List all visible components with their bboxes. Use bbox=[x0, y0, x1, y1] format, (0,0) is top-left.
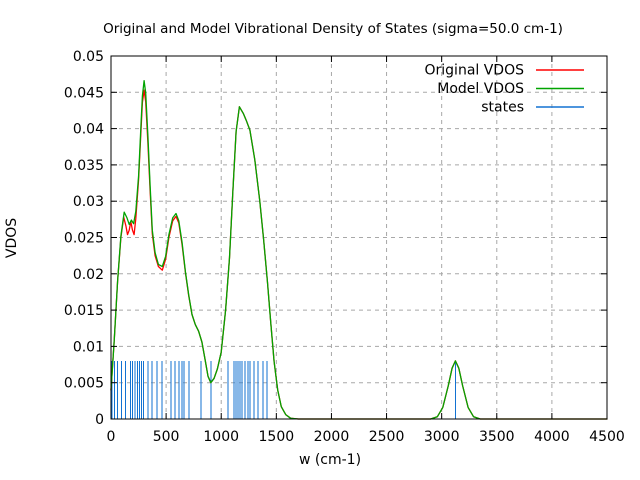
states-impulses bbox=[111, 360, 456, 419]
x-tick-label: 3500 bbox=[479, 429, 515, 445]
x-axis-label: w (cm-1) bbox=[299, 452, 361, 468]
grid-layer bbox=[111, 56, 607, 419]
legend-entry-states: states bbox=[481, 100, 584, 116]
x-tick-label: 0 bbox=[107, 429, 116, 445]
y-tick-label: 0 bbox=[95, 412, 104, 428]
x-tick-label: 2000 bbox=[314, 429, 350, 445]
legend-entry-original-vdos: Original VDOS bbox=[425, 63, 584, 79]
series-model-vdos bbox=[110, 80, 608, 420]
x-tick-label: 4500 bbox=[589, 429, 625, 445]
x-tick-label: 1000 bbox=[203, 429, 239, 445]
legend: Original VDOS Model VDOS states bbox=[425, 63, 584, 116]
x-tick-label: 500 bbox=[153, 429, 180, 445]
y-tick-label: 0.01 bbox=[73, 339, 104, 355]
y-tick-label: 0.005 bbox=[64, 376, 104, 392]
legend-entry-model-vdos: Model VDOS bbox=[437, 81, 584, 97]
x-tick-labels: 0 500 1000 1500 2000 2500 3000 3500 4000 4500 bbox=[107, 429, 625, 445]
x-tick-label: 1500 bbox=[259, 429, 295, 445]
plot-border bbox=[110, 55, 608, 420]
series-original-vdos bbox=[110, 89, 608, 420]
legend-label-states: states bbox=[481, 100, 524, 116]
y-tick-label: 0.05 bbox=[73, 49, 104, 65]
y-tick-label: 0.02 bbox=[73, 267, 104, 283]
y-tick-label: 0.025 bbox=[64, 231, 104, 247]
y-tick-label: 0.045 bbox=[64, 85, 104, 101]
y-tick-labels: 0 0.005 0.01 0.015 0.02 0.025 0.03 0.035 0.04 0.0… bbox=[64, 49, 104, 428]
y-tick-label: 0.03 bbox=[73, 194, 104, 210]
x-tick-label: 2500 bbox=[369, 429, 405, 445]
y-tick-label: 0.015 bbox=[64, 303, 104, 319]
y-tick-label: 0.04 bbox=[73, 122, 104, 138]
y-axis-label: VDOS bbox=[4, 218, 20, 258]
x-tick-label: 4000 bbox=[534, 429, 570, 445]
y-tick-label: 0.035 bbox=[64, 158, 104, 174]
legend-label-original-vdos: Original VDOS bbox=[425, 63, 525, 79]
legend-label-model-vdos: Model VDOS bbox=[437, 81, 524, 97]
x-tick-label: 3000 bbox=[424, 429, 460, 445]
chart-title: Original and Model Vibrational Density o… bbox=[103, 21, 563, 37]
